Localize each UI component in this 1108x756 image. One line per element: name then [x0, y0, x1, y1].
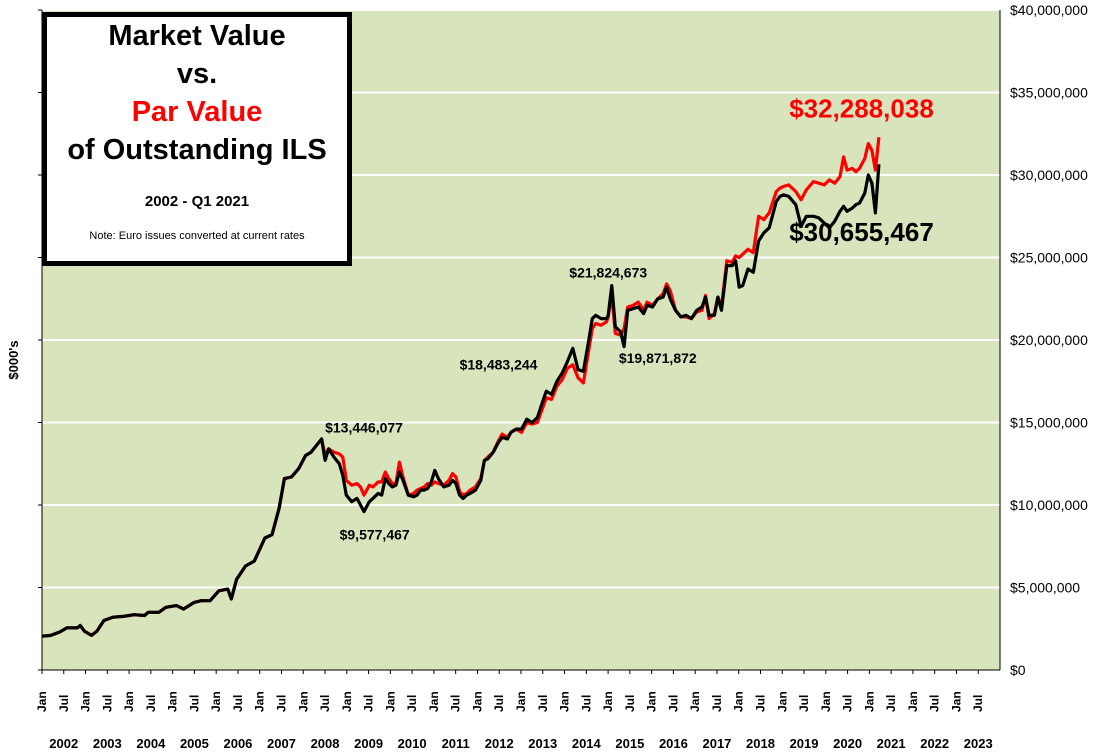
x-tick-label: Jul [231, 695, 245, 712]
chart-subtitle: 2002 - Q1 2021 [144, 193, 250, 210]
y-tick-label: $10,000,000 [1010, 497, 1088, 513]
data-label: $19,871,872 [619, 350, 697, 366]
x-tick-label: Jul [710, 695, 724, 712]
data-label: $9,577,467 [340, 527, 410, 543]
data-label: $21,824,673 [569, 264, 647, 280]
x-tick-label: Jul [405, 695, 419, 712]
x-tick-label: Jul [841, 695, 855, 712]
data-label: $32,288,038 [789, 93, 934, 123]
y-tick-label: $30,000,000 [1010, 167, 1088, 183]
x-year-label: 2018 [746, 736, 775, 751]
x-tick-label: Jul [362, 695, 376, 712]
x-year-label: 2017 [702, 736, 731, 751]
x-year-label: 2013 [528, 736, 557, 751]
x-tick-label: Jan [122, 691, 136, 712]
chart-title-line-2: vs. [176, 58, 218, 90]
x-tick-label: Jul [797, 695, 811, 712]
x-tick-label: Jan [819, 691, 833, 712]
x-tick-label: Jan [688, 691, 702, 712]
x-year-label: 2004 [136, 736, 166, 751]
x-tick-label: Jan [296, 691, 310, 712]
x-year-label: 2022 [920, 736, 949, 751]
x-tick-label: Jul [884, 695, 898, 712]
x-year-label: 2009 [354, 736, 383, 751]
x-tick-label: Jan [906, 691, 920, 712]
x-tick-label: Jul [536, 695, 550, 712]
x-tick-label: Jul [492, 695, 506, 712]
x-year-label: 2021 [877, 736, 906, 751]
x-tick-label: Jul [144, 695, 158, 712]
x-year-label: 2023 [964, 736, 993, 751]
chart-title-line-4: of Outstanding ILS [67, 134, 327, 166]
x-tick-label: Jul [754, 695, 768, 712]
x-tick-label: Jan [383, 691, 397, 712]
x-tick-label: Jan [862, 691, 876, 712]
x-tick-label: Jul [275, 695, 289, 712]
y-tick-label: $0 [1010, 662, 1026, 678]
y-tick-labels: $0 $5,000,000 $10,000,000 $15,000,000 $20,00… [1010, 2, 1088, 678]
x-tick-label: Jan [470, 691, 484, 712]
data-label: $30,655,467 [789, 217, 934, 247]
x-tick-label: Jan [253, 691, 267, 712]
title-box: Market Value vs. Par Value of Outstandin… [42, 12, 352, 266]
x-tick-label: Jan [775, 691, 789, 712]
x-year-label: 2014 [572, 736, 602, 751]
data-label: $13,446,077 [325, 419, 403, 435]
annotations: $13,446,077 $9,577,467 $18,483,244 $21,824,… [325, 93, 934, 542]
y-axis-label-wrap: $000's [4, 300, 34, 420]
x-year-label: 2003 [93, 736, 122, 751]
x-tick-label: Jan [79, 691, 93, 712]
x-tick-label: Jan [514, 691, 528, 712]
x-tick-label: Jul [623, 695, 637, 712]
x-tick-label: Jul [971, 695, 985, 712]
x-tick-label: Jul [318, 695, 332, 712]
x-year-label: 2012 [485, 736, 514, 751]
x-year-label: 2011 [442, 736, 470, 751]
chart-title-line-3: Par Value [131, 96, 263, 128]
x-tick-label: Jan [427, 691, 441, 712]
x-tick-label: Jan [732, 691, 746, 712]
x-year-label: 2016 [659, 736, 688, 751]
y-tick-label: $5,000,000 [1010, 580, 1080, 596]
x-year-label: 2002 [49, 736, 78, 751]
x-tick-label: Jan [601, 691, 615, 712]
x-tick-label: Jul [928, 695, 942, 712]
y-tick-label: $25,000,000 [1010, 250, 1088, 266]
series-group [41, 137, 881, 638]
chart-note: Note: Euro issues converted at current r… [89, 230, 305, 242]
chart-title-line-1: Market Value [108, 20, 286, 52]
x-tick-label: Jul [449, 695, 463, 712]
x-tick-label: Jul [187, 695, 201, 712]
x-year-label: 2010 [398, 736, 427, 751]
y-tick-label: $20,000,000 [1010, 332, 1088, 348]
x-year-label: 2019 [790, 736, 819, 751]
x-year-label: 2005 [180, 736, 209, 751]
x-year-label: 2006 [223, 736, 252, 751]
data-label: $18,483,244 [460, 357, 538, 373]
x-tick-label: Jan [35, 691, 49, 712]
x-tick-label: Jan [645, 691, 659, 712]
y-tick-label: $40,000,000 [1010, 2, 1088, 18]
x-tick-label: Jan [558, 691, 572, 712]
x-tick-label: Jul [100, 695, 114, 712]
x-tick-label: Jan [340, 691, 354, 712]
x-tick-label: Jul [579, 695, 593, 712]
x-tick-labels: Jan Jul 2002 Jan Jul 2003 Jan Jul 2004 Jan Jul 2005… [35, 691, 993, 751]
x-year-label: 2008 [311, 736, 340, 751]
x-tick-label: Jan [949, 691, 963, 712]
y-tick-label: $35,000,000 [1010, 85, 1088, 101]
x-tick-label: Jan [166, 691, 180, 712]
y-axis-label: $000's [6, 340, 22, 380]
x-year-label: 2007 [267, 736, 296, 751]
x-year-label: 2020 [833, 736, 862, 751]
x-tick-label: Jul [666, 695, 680, 712]
gridlines [42, 9, 1000, 589]
x-tick-label: Jan [209, 691, 223, 712]
y-tick-label: $15,000,000 [1010, 415, 1088, 431]
market-value-line [41, 164, 881, 638]
x-tick-label: Jul [57, 695, 71, 712]
x-year-label: 2015 [615, 736, 644, 751]
